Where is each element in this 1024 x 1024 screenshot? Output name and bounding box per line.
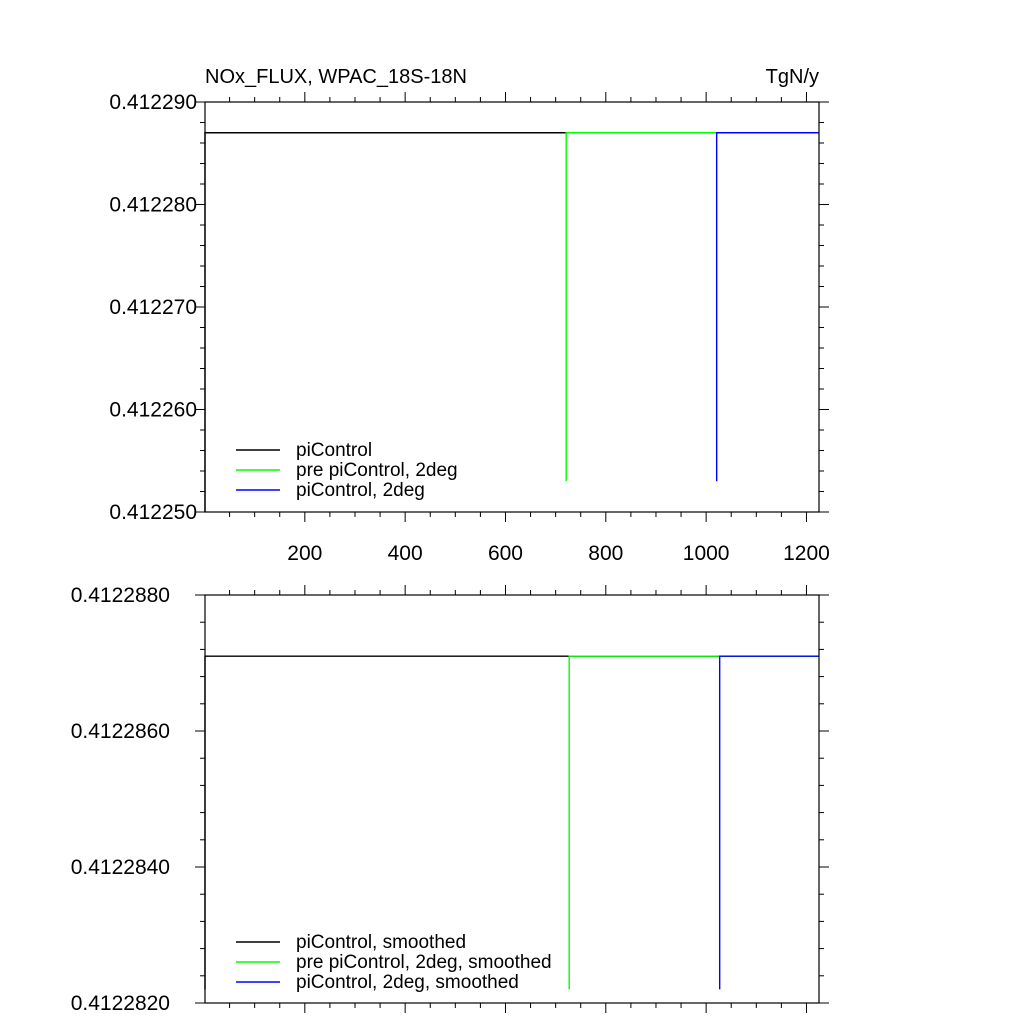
legend-entry: piControl, smoothed — [296, 932, 466, 953]
x-tick-label: 400 — [388, 542, 423, 565]
y-tick-label: 0.4122860 — [71, 720, 170, 743]
x-tick-label: 1000 — [683, 542, 730, 565]
plot-frame — [204, 594, 820, 1004]
chart-panel-1: 200 400 600 800 1000 1200 0.412250 0.412260 0.41… — [109, 66, 829, 565]
y-tick-label: 0.412290 — [109, 91, 197, 114]
legend-entry: piControl, 2deg — [296, 480, 425, 501]
legend-entry: piControl — [296, 440, 372, 461]
y-tick-label: 0.412270 — [109, 296, 197, 319]
series-line-3 — [715, 132, 819, 482]
x-tick-label: 1200 — [783, 542, 830, 565]
y-tick-label: 0.4122880 — [71, 584, 170, 607]
y-tick-label: 0.4122840 — [71, 856, 170, 879]
legend-entry: pre piControl, 2deg — [296, 460, 458, 481]
series-line-2 — [568, 655, 819, 990]
chart-panel-2: 0.4122820 0.4122840 0.4122860 0.4122880 piCo… — [71, 584, 829, 1015]
y-tick-label: 0.412280 — [109, 194, 197, 217]
chart-title: NOx_FLUX, WPAC_18S-18N — [205, 66, 467, 88]
y-tick-label: 0.412250 — [109, 501, 197, 524]
chart-units: TgN/y — [766, 66, 819, 88]
x-tick-label: 800 — [588, 542, 623, 565]
legend-entry: piControl, 2deg, smoothed — [296, 972, 519, 993]
legend-entry: pre piControl, 2deg, smoothed — [296, 952, 552, 973]
y-tick-label: 0.412260 — [109, 399, 197, 422]
x-tick-label: 600 — [488, 542, 523, 565]
series-line-3 — [718, 655, 819, 990]
series-line-2 — [565, 132, 819, 482]
x-tick-label: 200 — [287, 542, 322, 565]
y-tick-label: 0.4122820 — [71, 992, 170, 1015]
